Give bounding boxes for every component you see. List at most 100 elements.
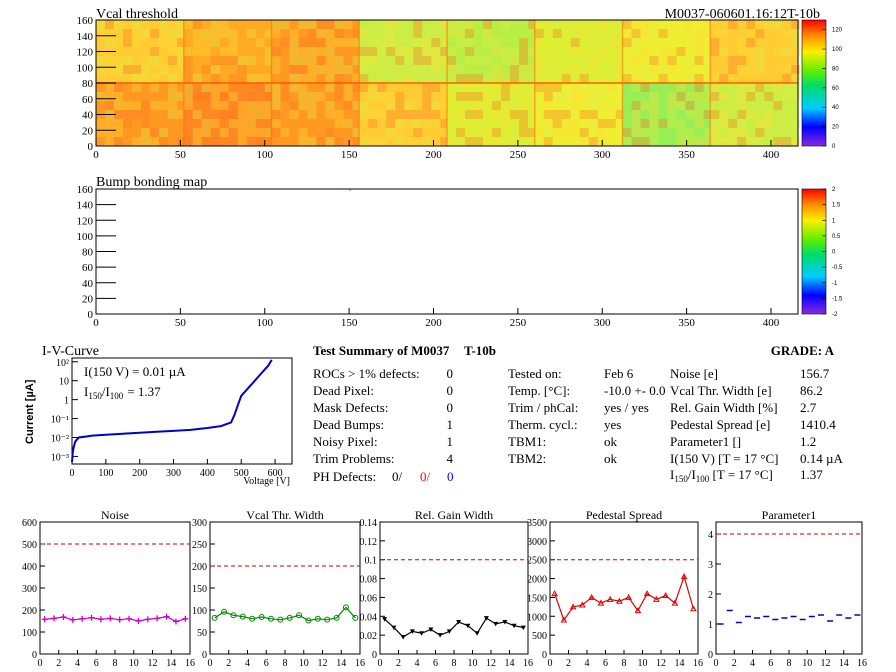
- plot-x-tick-label: 12: [318, 658, 328, 669]
- x-tick-label: 200: [425, 317, 442, 329]
- summary-left-row-label: Dead Pixel:: [313, 383, 374, 398]
- data-point: [314, 615, 321, 622]
- data-point: [680, 573, 688, 580]
- data-point: [154, 615, 161, 622]
- x-tick-label: 250: [510, 149, 527, 161]
- summary-middle-row-label: TBM1:: [508, 434, 546, 449]
- plot-y-tick-label: 0.1: [365, 556, 378, 567]
- data-point: [41, 616, 48, 623]
- plot-title: Noise: [101, 508, 129, 522]
- plot-x-tick-label: 12: [656, 658, 666, 669]
- data-point: [352, 614, 359, 621]
- ratio-label: I150/I100 [T = 17 °C]: [670, 467, 773, 484]
- x-tick-label: 150: [341, 149, 358, 161]
- data-point: [305, 617, 312, 624]
- plot-y-tick-label: 1000: [527, 612, 547, 623]
- plot-y-tick-label: 300: [22, 584, 37, 595]
- x-tick-label: 300: [594, 317, 611, 329]
- data-point: [437, 633, 443, 638]
- palette-tick-label: 100: [832, 47, 843, 53]
- x-tick-label: 200: [425, 149, 442, 161]
- data-point: [446, 629, 452, 634]
- iv-x-tick-label: 0: [70, 468, 75, 479]
- series-line: [384, 617, 524, 638]
- data-point: [239, 613, 246, 620]
- summary-right-row-value: 2.7: [800, 400, 817, 415]
- iv-y-tick-label: 10²: [56, 358, 69, 369]
- plot-y-tick-label: 100: [22, 628, 37, 639]
- data-point: [419, 631, 425, 636]
- plot-x-tick-label: 0: [548, 658, 553, 669]
- roc-cell: [534, 20, 623, 83]
- plot-y-tick-label: 3000: [527, 537, 547, 548]
- palette-tick-label: 120: [832, 28, 843, 34]
- plot-x-tick-label: 14: [505, 658, 515, 669]
- plot-y-tick-label: 300: [192, 518, 207, 529]
- plot-y-tick-label: 0.04: [360, 612, 378, 623]
- iv-x-tick-label: 300: [166, 468, 181, 479]
- data-point: [182, 615, 189, 622]
- summary-middle-row-label: Tested on:: [508, 366, 562, 381]
- map2-axes: 0 50 100 150 200 250 300 350 400 0 20 40 60 80 100 120 1…: [77, 184, 780, 329]
- data-point: [163, 613, 170, 620]
- ph-defects-value-2: 0/: [420, 469, 431, 484]
- plot-x-tick-label: 2: [396, 658, 401, 669]
- data-point: [671, 599, 679, 606]
- plot-x-tick-label: 4: [585, 658, 590, 669]
- roc-cell: [710, 20, 798, 83]
- summary-middle-row-value: ok: [604, 451, 618, 466]
- x-tick-label: 150: [341, 317, 358, 329]
- summary-middle-row-label: Temp. [°C]:: [508, 383, 570, 398]
- plot-x-tick-label: 0: [378, 658, 383, 669]
- data-point: [502, 619, 508, 625]
- module-id: M0037-060601.16:12T-10b: [665, 7, 820, 22]
- plot-x-tick-label: 16: [693, 658, 703, 669]
- palette-tick-label: 2: [832, 187, 836, 193]
- x-tick-label: 0: [93, 149, 99, 161]
- plot-x-tick-label: 10: [129, 658, 139, 669]
- summary-right-row-value: 1410.4: [800, 417, 836, 432]
- x-tick-label: 50: [175, 317, 187, 329]
- plot-1: Vcal Thr. Width 0 50 100 150 200 250 300 0 2 4 6 8 10…: [192, 508, 365, 669]
- iv-y-tick-label: 10⁻²: [51, 434, 69, 445]
- data-point: [511, 623, 517, 629]
- x-tick-label: 350: [678, 149, 695, 161]
- y-tick-label: 0: [88, 309, 94, 321]
- map1-title: Vcal threshold: [96, 7, 178, 22]
- plot-y-tick-label: 2000: [527, 575, 547, 586]
- data-point: [428, 627, 434, 632]
- data-point: [324, 616, 331, 623]
- ph-defects-value-3: 0: [447, 469, 454, 484]
- plot-y-tick-label: 500: [532, 631, 547, 642]
- summary-left-row-value: 1: [447, 434, 454, 449]
- data-point: [342, 604, 349, 611]
- data-point: [144, 616, 151, 623]
- x-tick-label: 250: [510, 317, 527, 329]
- summary-title: Test Summary of M0037: [313, 343, 450, 358]
- plot-0: Noise 0 100 200 300 400 500 600 0 2 4 6 8 10 12 14 16: [22, 508, 195, 669]
- plot-y-tick-label: 0: [372, 650, 377, 661]
- plot-y-tick-label: 200: [22, 606, 37, 617]
- plot-x-tick-label: 0: [38, 658, 43, 669]
- data-point: [520, 625, 526, 631]
- data-point: [277, 616, 284, 623]
- summary-left-row-value: 0: [447, 400, 454, 415]
- plot-y-tick-label: 250: [192, 540, 207, 551]
- plot-y-tick-label: 0.02: [360, 631, 378, 642]
- data-point: [382, 617, 388, 622]
- y-tick-label: 100: [77, 231, 94, 243]
- palette-tick-label: 1: [832, 218, 836, 224]
- plot-frame: [379, 521, 529, 655]
- palette-tick-label: 0.5: [832, 234, 841, 240]
- y-tick-label: 60: [82, 94, 94, 106]
- iv-frame: [71, 357, 293, 465]
- plot-y-tick-label: 0.12: [360, 537, 378, 548]
- summary-right-row-label: Vcal Thr. Width [e]: [670, 383, 772, 398]
- y-tick-label: 120: [77, 215, 94, 227]
- iv-x-tick-label: 500: [234, 468, 249, 479]
- y-tick-label: 140: [77, 200, 94, 212]
- iv-curve-line: [71, 359, 273, 463]
- data-point: [88, 614, 95, 621]
